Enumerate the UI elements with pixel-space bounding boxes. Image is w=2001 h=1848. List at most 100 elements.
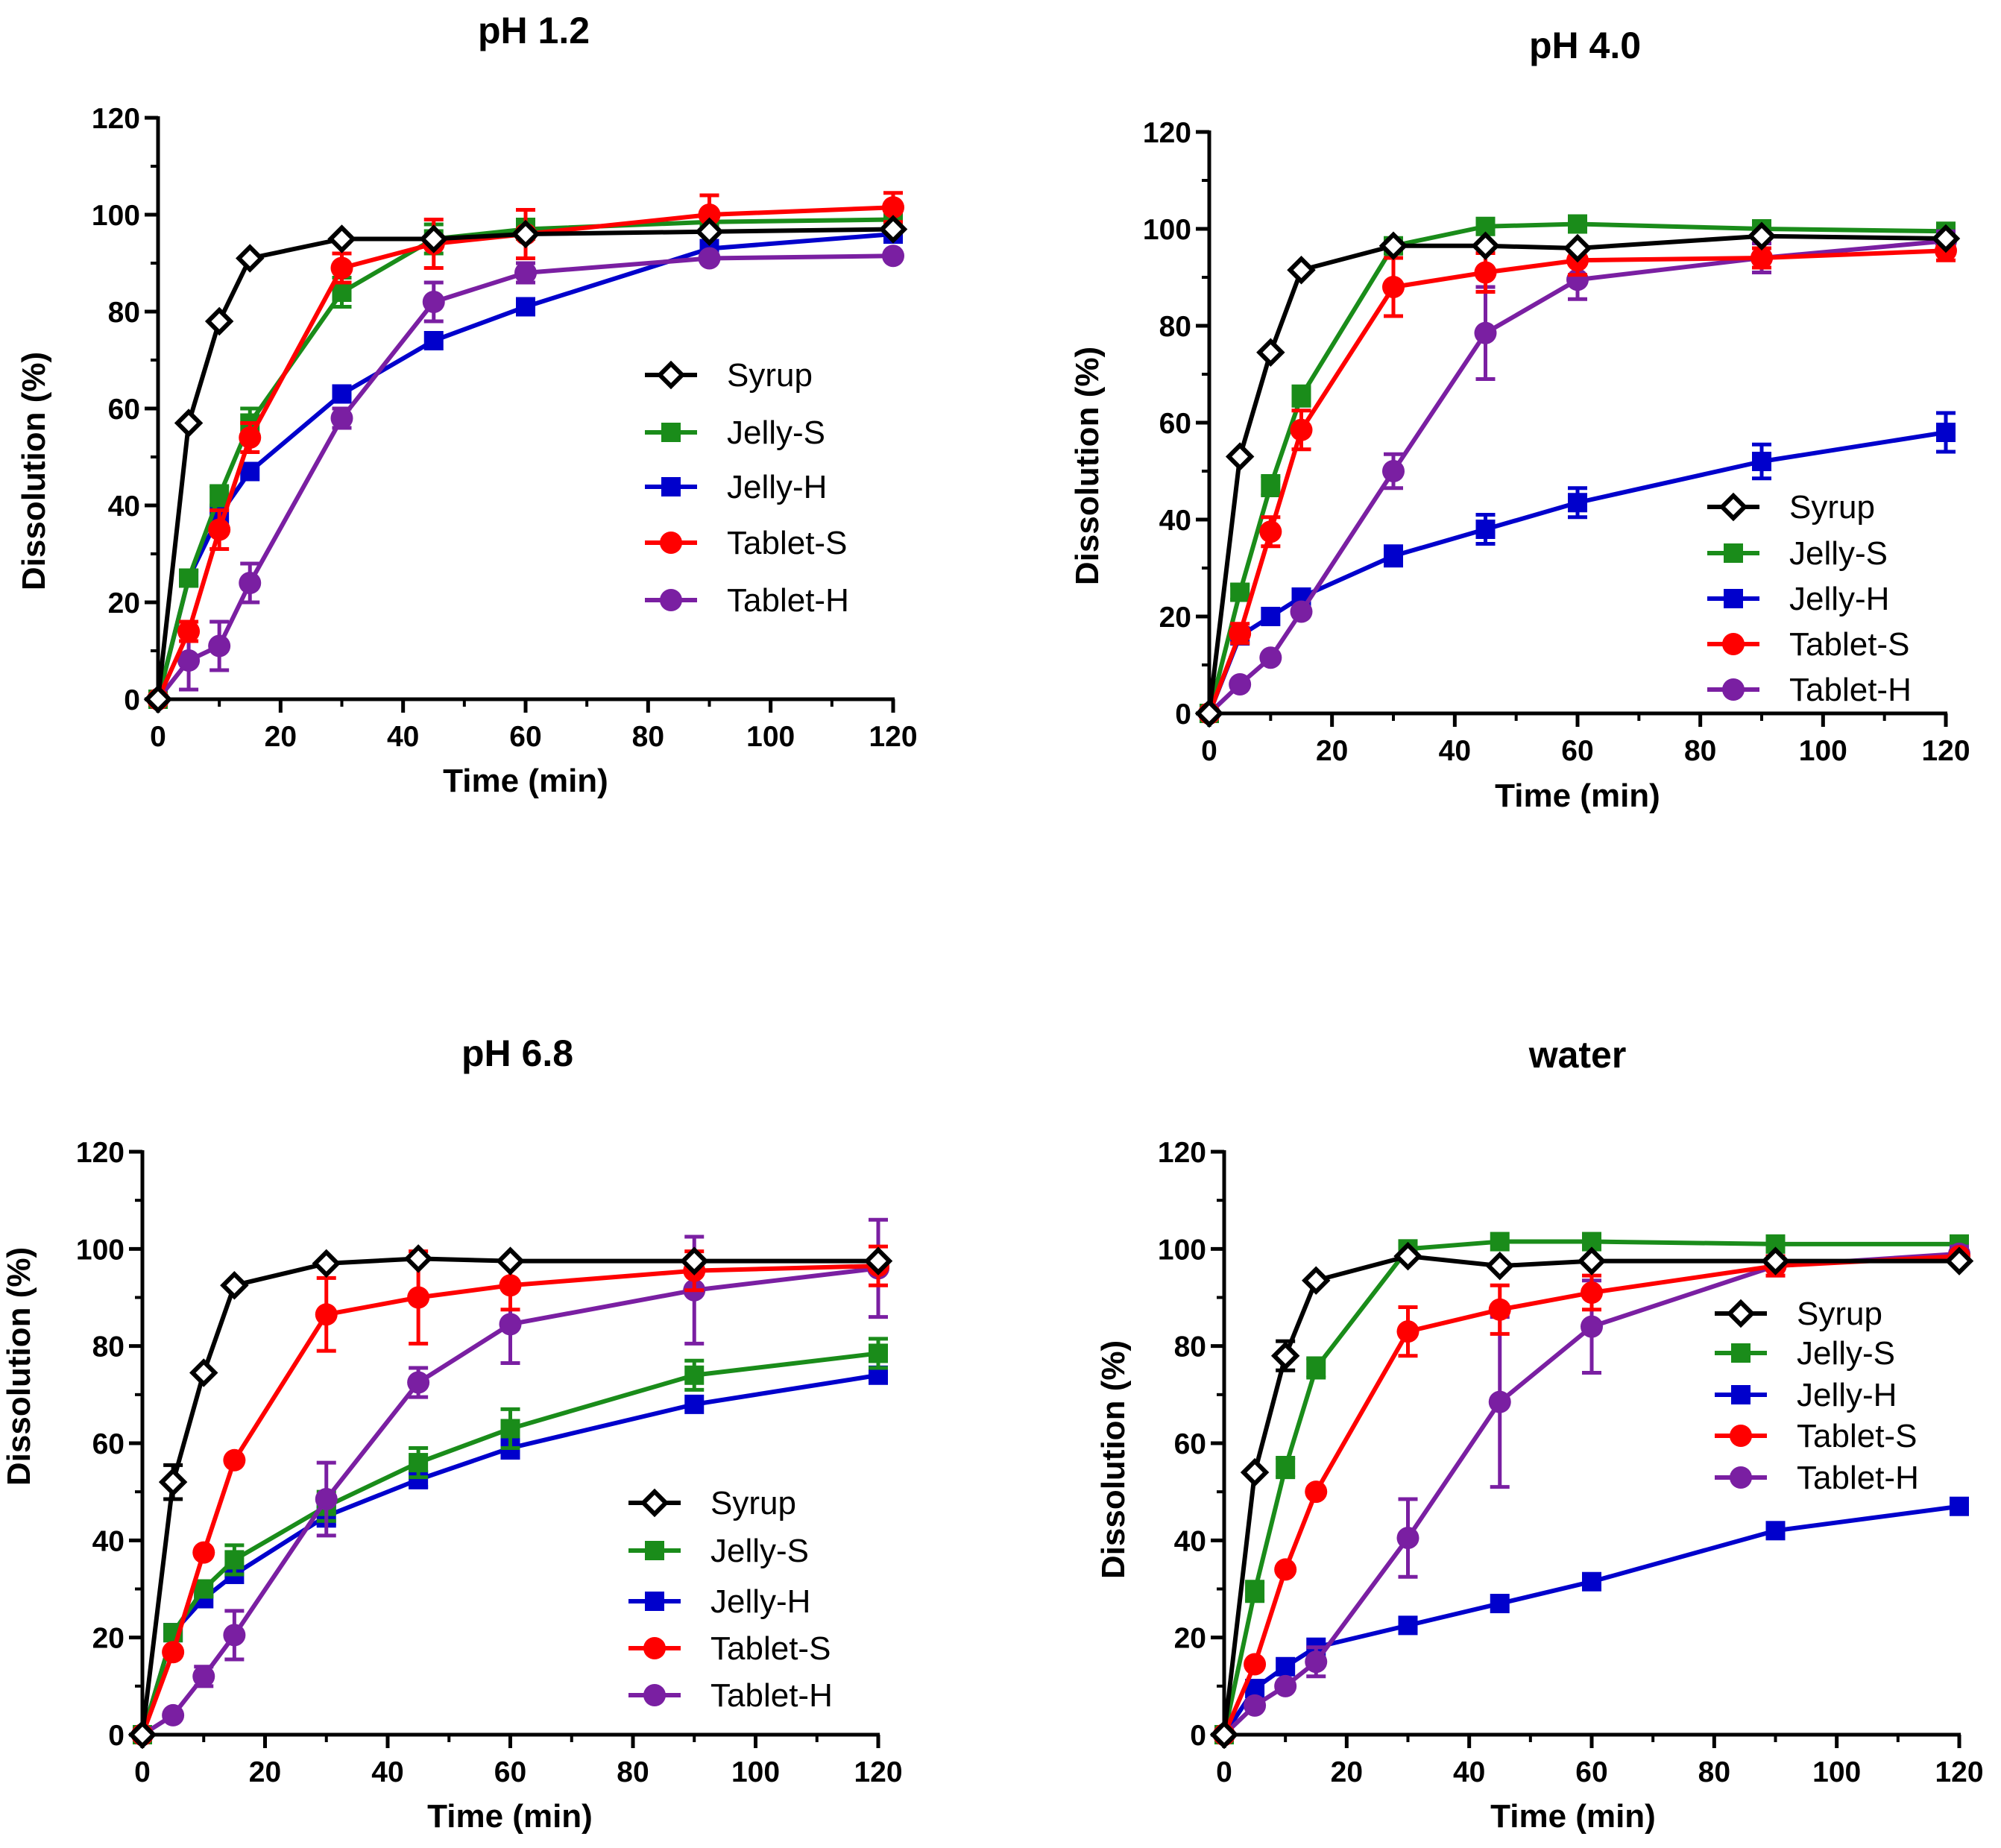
legend-label: Tablet-H [1789,672,1912,708]
data-point [1229,673,1252,696]
y-tick-label: 100 [76,1234,125,1266]
data-point [499,1313,522,1336]
data-point [1471,231,1500,260]
x-tick-label: 100 [1812,1756,1861,1788]
data-point [1396,1320,1419,1343]
legend-marker [1722,678,1745,701]
legend-marker [660,589,682,611]
legend-marker [643,1684,666,1706]
data-point [1568,493,1587,513]
data-point [1274,1558,1297,1581]
data-point [1950,1496,1969,1516]
data-point [1209,1720,1239,1750]
x-tick-label: 120 [869,721,917,753]
y-axis-label: Dissolution (%) [16,352,52,590]
x-tick-label: 0 [134,1756,151,1788]
data-point [1244,1694,1267,1717]
x-tick-label: 0 [150,721,166,753]
data-point [882,245,904,268]
data-point [1240,1457,1270,1487]
series-line [156,217,894,700]
data-point [327,224,356,253]
data-point [1384,546,1403,566]
x-axis-label: Time (min) [1495,778,1660,814]
legend-marker [640,1488,669,1518]
data-point [516,297,535,317]
x-tick-label: 40 [1439,735,1471,767]
legend-marker [1718,492,1748,522]
legend-marker [1726,1299,1756,1328]
data-point [1382,460,1405,482]
y-tick-label: 0 [124,684,140,716]
data-point [422,291,445,313]
data-point [1765,1521,1786,1541]
y-tick-label: 40 [1174,1525,1206,1557]
data-point [179,568,199,588]
data-point [1581,1281,1603,1304]
legend-label: Jelly-H [727,469,827,505]
x-tick-label: 0 [1201,735,1217,767]
chart-title: pH 1.2 [478,10,590,51]
y-tick-label: 20 [108,587,140,619]
y-tick-label: 40 [1159,505,1191,537]
data-point [1244,1653,1267,1676]
legend-marker [1731,1385,1751,1404]
data-point [204,306,234,336]
data-point [1761,1246,1790,1275]
data-point [1291,386,1311,406]
y-tick-label: 100 [1143,214,1191,246]
legend-label: Jelly-S [710,1533,809,1569]
legend-label: Syrup [710,1485,796,1521]
data-point [162,1703,185,1726]
data-point [878,215,908,244]
x-tick-label: 120 [1935,1756,1983,1788]
x-axis-label: Time (min) [443,763,608,799]
data-point [1751,247,1773,269]
chart-panel-3: pH 6.8 0 20 40 60 80 100 120 0 20 40 60 80 100 120 Time… [1,1032,903,1835]
y-tick-label: 120 [92,103,140,135]
data-point [1577,1246,1607,1275]
data-point [680,1246,709,1275]
series-tablet-s [1213,1245,1970,1746]
y-axis-label: Dissolution (%) [1069,347,1106,585]
data-point [1261,476,1281,496]
data-point [1290,418,1313,441]
data-point [224,1550,245,1570]
data-point [1474,321,1497,344]
data-point [1944,1246,1974,1275]
data-point [1306,1357,1326,1378]
y-tick-label: 120 [76,1137,125,1169]
chart-panel-4: water 0 20 40 60 80 100 120 0 20 40 60 80 100 120 Time … [1095,1034,1984,1835]
data-point [496,1246,525,1275]
legend-marker [1724,589,1743,608]
data-point [1474,261,1497,284]
x-tick-label: 100 [746,721,795,753]
y-tick-label: 0 [1175,698,1191,731]
data-point [407,1371,430,1394]
data-point [236,244,265,273]
data-point [1276,1457,1296,1478]
data-point [1261,607,1281,626]
y-tick-label: 60 [108,394,140,426]
x-tick-label: 40 [1453,1756,1485,1788]
data-point [1305,1650,1328,1674]
chart-title: water [1528,1034,1627,1076]
legend-label: Tablet-S [1797,1418,1917,1454]
data-point [1270,1341,1300,1370]
data-point [684,1365,705,1385]
legend-marker [1722,633,1745,655]
legend-label: Jelly-S [1797,1335,1895,1372]
data-point [1305,1480,1328,1504]
data-point [177,620,201,643]
legend-marker [661,423,681,442]
data-point [240,461,260,482]
legend-label: Syrup [1789,489,1875,526]
x-tick-label: 80 [1698,1756,1730,1788]
legend-label: Jelly-H [710,1583,810,1620]
data-point [239,572,262,594]
data-point [1490,1232,1510,1252]
